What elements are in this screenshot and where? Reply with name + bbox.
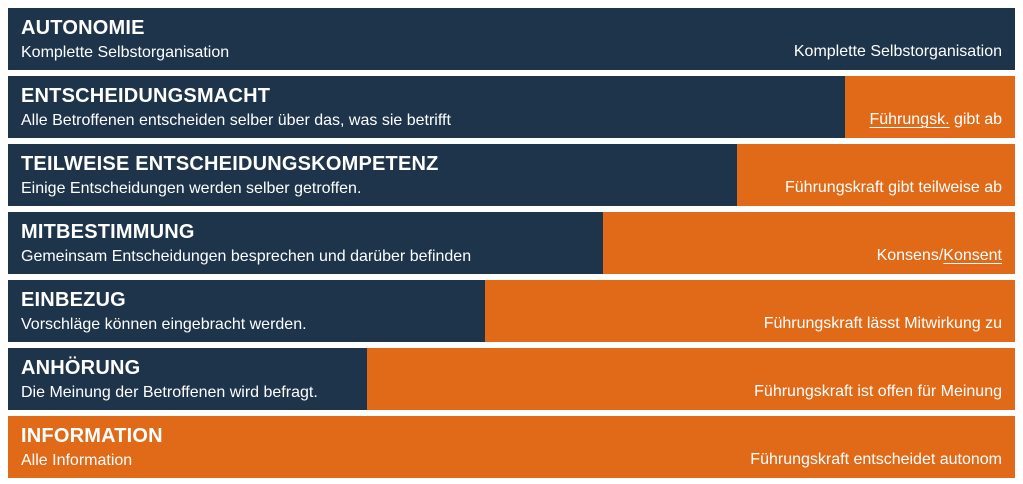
self-organisation-segment <box>8 8 1015 70</box>
ladder-row: ENTSCHEIDUNGSMACHT Alle Betroffenen ents… <box>8 76 1015 138</box>
ladder-row: TEILWEISE ENTSCHEIDUNGSKOMPETENZ Einige … <box>8 144 1015 206</box>
leadership-segment <box>603 212 1015 274</box>
ladder-row: INFORMATION Alle Information Führungskra… <box>8 416 1015 478</box>
self-organisation-segment <box>8 144 738 206</box>
leadership-segment <box>485 280 1015 342</box>
leadership-segment <box>844 76 1015 138</box>
ladder-row: EINBEZUG Vorschläge können eingebracht w… <box>8 280 1015 342</box>
self-organisation-segment <box>8 76 845 138</box>
ladder-row: AUTONOMIE Komplette Selbstorganisation K… <box>8 8 1015 70</box>
self-organisation-segment <box>8 280 486 342</box>
leadership-segment <box>8 416 1015 478</box>
self-organisation-segment <box>8 212 604 274</box>
self-organisation-segment <box>8 348 368 410</box>
leadership-segment <box>737 144 1015 206</box>
ladder-row: MITBESTIMMUNG Gemeinsam Entscheidungen b… <box>8 212 1015 274</box>
leadership-segment <box>367 348 1015 410</box>
ladder-row: ANHÖRUNG Die Meinung der Betroffenen wir… <box>8 348 1015 410</box>
